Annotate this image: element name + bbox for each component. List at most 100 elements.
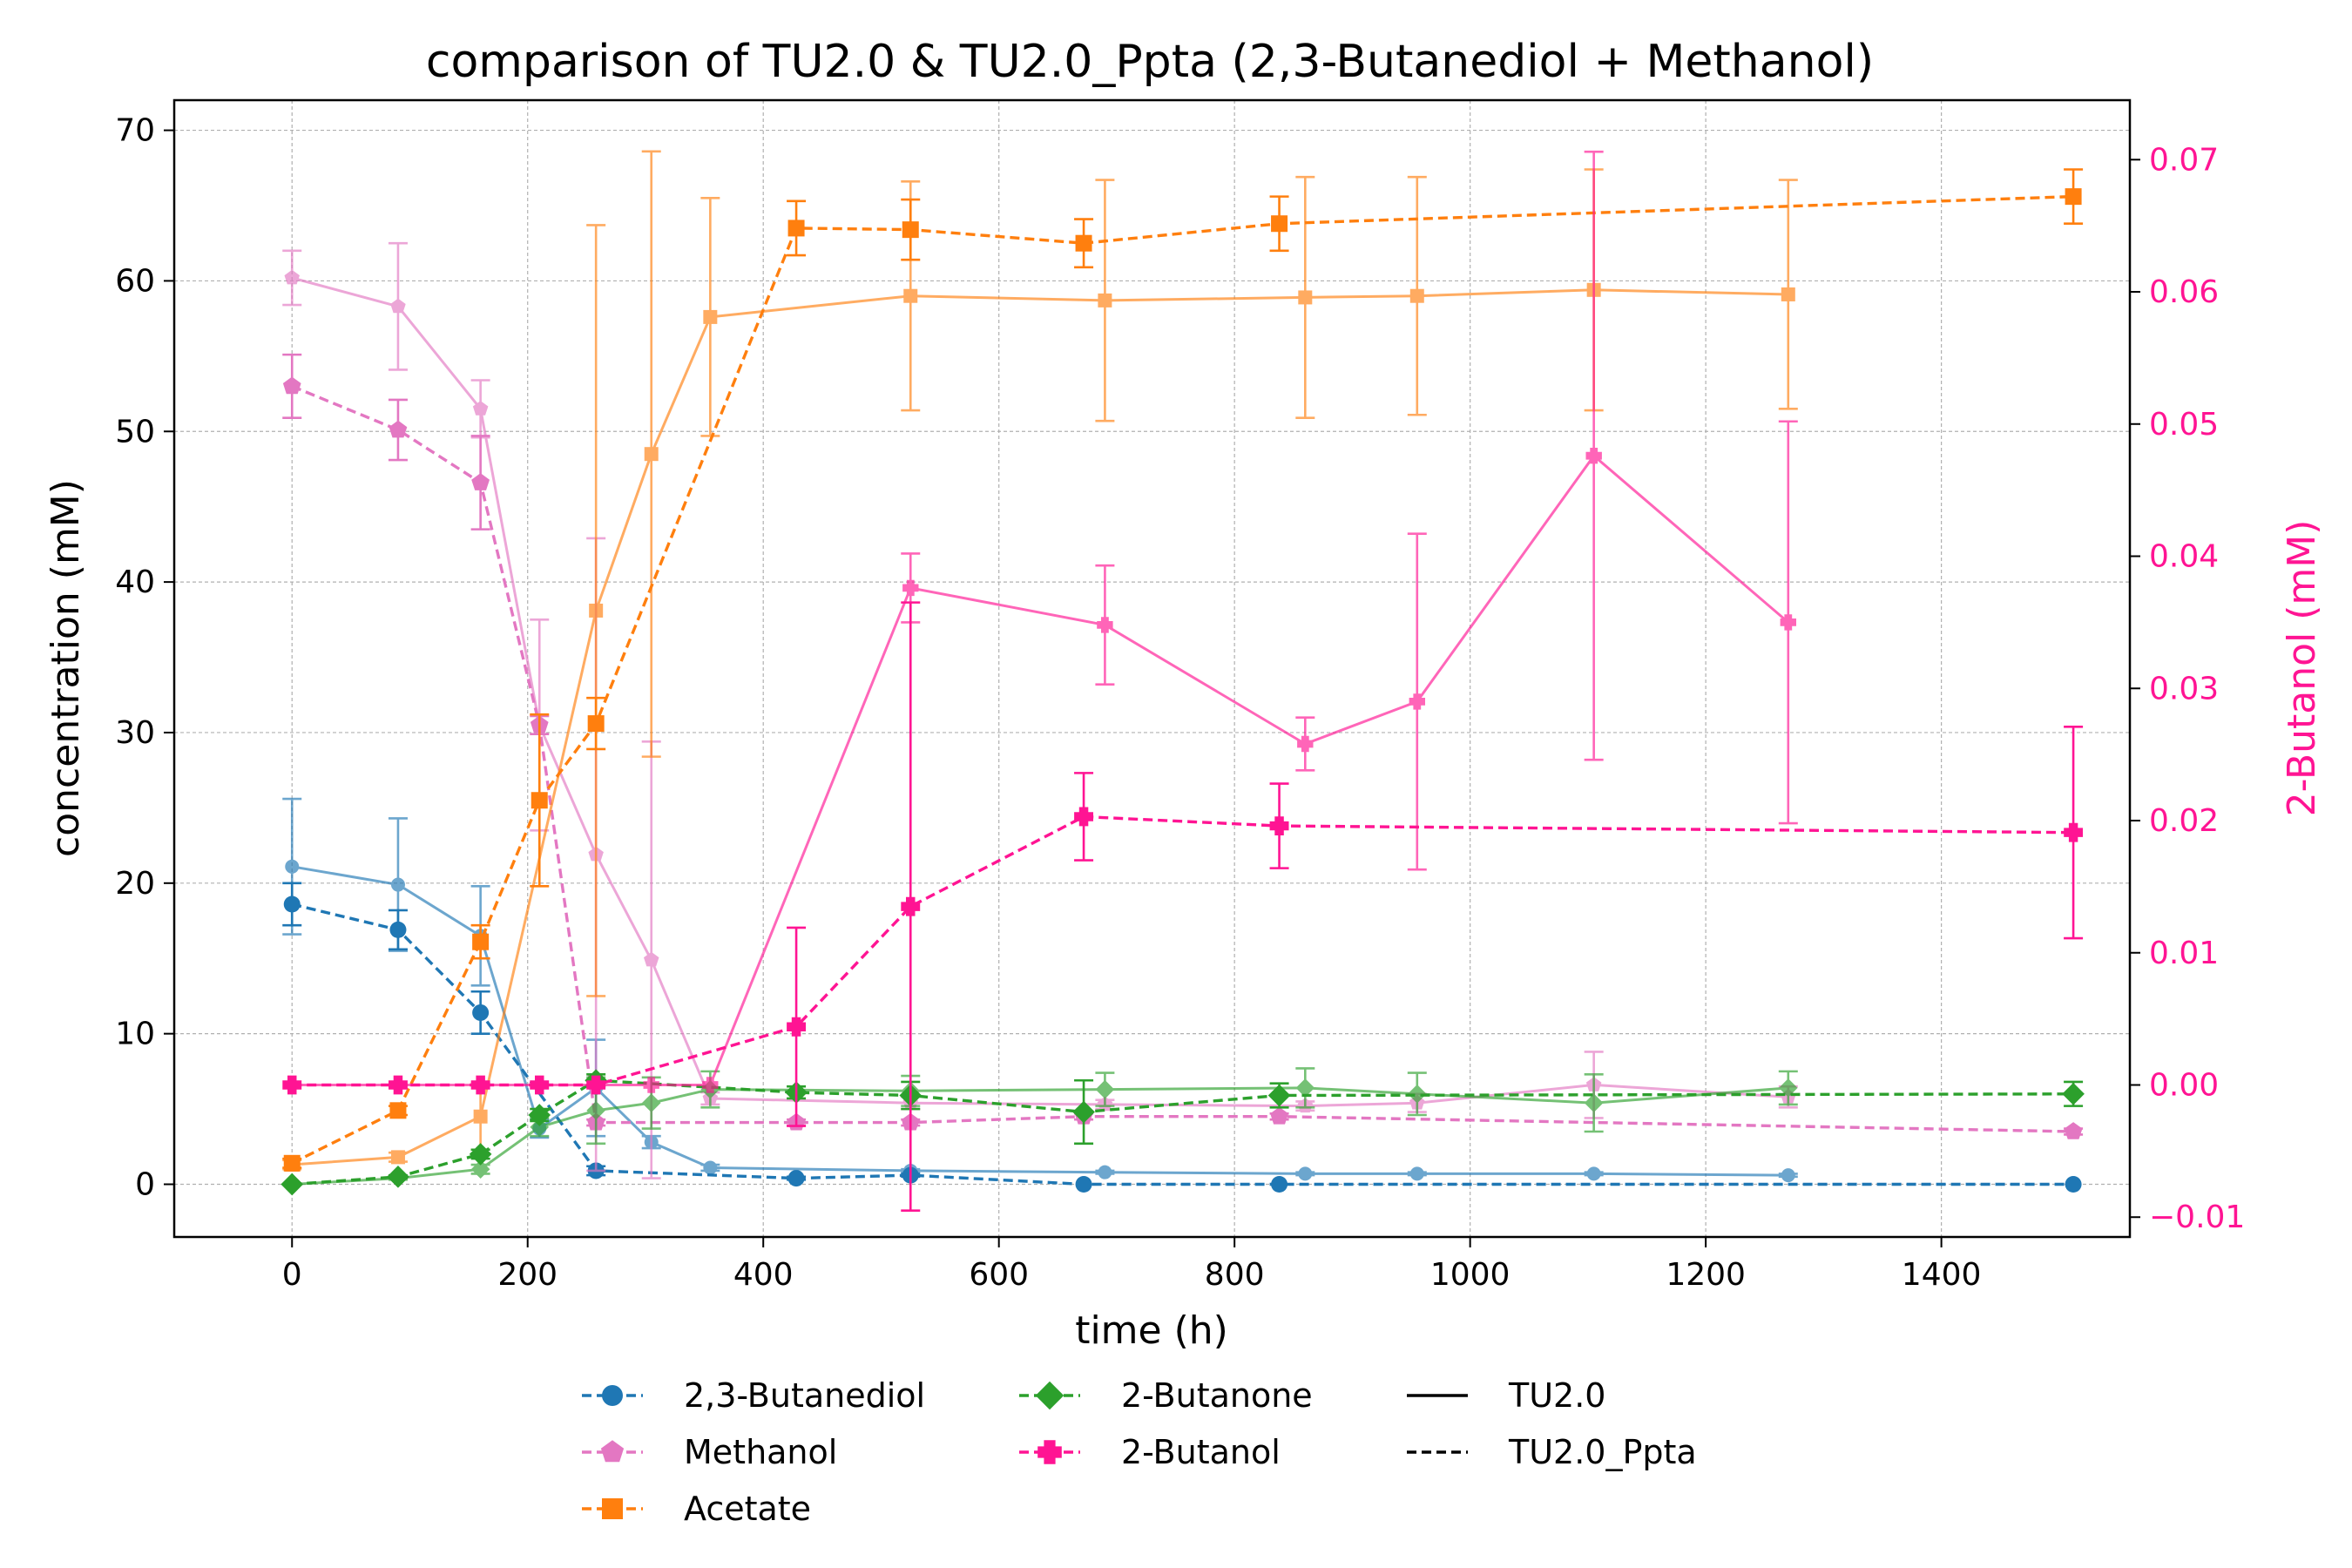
- y-axis-title: concentration (mM): [44, 479, 88, 857]
- data-point: [1584, 1093, 1604, 1112]
- legend-marker: [1037, 1440, 1062, 1464]
- series-2-butanol-tu20-ppta: [282, 601, 2084, 1212]
- x-tick-label: 1200: [1666, 1257, 1746, 1293]
- data-point: [285, 859, 300, 874]
- data-point: [1779, 1078, 1798, 1098]
- data-point: [2064, 822, 2083, 842]
- y-axis-title-right: 2-Butanol (mM): [2280, 520, 2324, 817]
- x-tick-label: 800: [1205, 1257, 1265, 1293]
- legend-marker: [602, 1385, 623, 1406]
- data-point: [472, 1004, 490, 1021]
- data-point: [1781, 287, 1795, 301]
- data-point: [2064, 1122, 2083, 1139]
- data-point: [472, 401, 489, 416]
- data-point: [1586, 1166, 1601, 1181]
- data-point: [2065, 188, 2082, 206]
- y-right-tick-label: 0.01: [2149, 936, 2219, 971]
- legend-marker: [602, 1498, 623, 1519]
- data-point: [587, 715, 605, 733]
- data-point: [1074, 807, 1093, 827]
- legend-item: 2-Butanone: [1019, 1376, 1313, 1415]
- y-tick-label: 40: [115, 564, 155, 600]
- data-point: [390, 1150, 405, 1165]
- data-point: [387, 1166, 409, 1188]
- data-point: [282, 1075, 302, 1095]
- data-point: [1098, 293, 1112, 308]
- y-right-tick-label: 0.06: [2149, 274, 2219, 310]
- y-tick-label: 10: [115, 1017, 155, 1052]
- data-point: [1298, 290, 1313, 305]
- data-point: [530, 1075, 550, 1095]
- data-point: [643, 1077, 659, 1093]
- data-point: [586, 1101, 605, 1120]
- chart-title: comparison of TU2.0 & TU2.0_Ppta (2,3-Bu…: [426, 36, 1874, 88]
- y-tick-label: 20: [115, 866, 155, 902]
- data-point: [530, 1118, 550, 1137]
- data-point: [703, 1160, 718, 1175]
- data-point: [644, 447, 659, 462]
- data-point: [2062, 1082, 2085, 1105]
- plot-frame: [172, 98, 2132, 1239]
- data-point: [787, 1170, 805, 1187]
- legend-label: 2-Butanol: [1121, 1433, 1281, 1471]
- legend-item: TU2.0: [1407, 1376, 1605, 1415]
- data-point: [1098, 1165, 1112, 1179]
- x-tick-label: 600: [969, 1257, 1029, 1293]
- data-point: [1267, 1084, 1291, 1107]
- legend-label: Methanol: [684, 1433, 837, 1471]
- data-point: [470, 1159, 490, 1179]
- data-point: [389, 921, 407, 938]
- legend-item: Methanol: [582, 1433, 837, 1471]
- data-point: [528, 1104, 551, 1126]
- data-point: [1271, 215, 1288, 233]
- y-right-tick-label: 0.04: [2149, 539, 2219, 575]
- data-point: [644, 951, 659, 967]
- data-point: [1095, 1079, 1115, 1099]
- data-point: [1075, 1176, 1092, 1193]
- y-tick-label: 30: [115, 715, 155, 751]
- data-point: [1407, 1084, 1427, 1104]
- legend-item: Acetate: [582, 1490, 811, 1528]
- y-right-tick-label: 0.02: [2149, 803, 2219, 839]
- data-point: [1409, 693, 1425, 710]
- data-point: [284, 269, 300, 285]
- y-axis-left: 0 10 20 30 40 50 60 70: [115, 113, 174, 1203]
- data-point: [473, 1109, 488, 1124]
- y-axis-right: −0.01 0.00 0.01 0.02 0.03 0.04 0.05 0.06 0.07: [2130, 142, 2245, 1235]
- data-point: [2065, 1176, 2082, 1193]
- series-acetate-tu20-ppta: [282, 168, 2084, 1172]
- data-point: [1097, 617, 1113, 633]
- legend-label: Acetate: [684, 1490, 811, 1528]
- y-right-tick-label: 0.03: [2149, 671, 2219, 706]
- data-point: [1780, 614, 1796, 631]
- legend-marker: [1035, 1381, 1064, 1410]
- data-point: [1409, 288, 1424, 303]
- data-point: [390, 298, 406, 314]
- legend-item: 2-Butanol: [1019, 1433, 1281, 1471]
- data-point: [1271, 1176, 1288, 1193]
- legend-label: 2,3-Butanediol: [684, 1376, 925, 1415]
- data-point: [902, 221, 919, 239]
- data-point: [389, 1102, 407, 1119]
- data-point: [1585, 448, 1602, 464]
- data-point: [787, 1017, 806, 1037]
- data-point: [531, 792, 548, 809]
- data-point: [469, 1143, 492, 1166]
- data-point: [1297, 735, 1314, 753]
- y-tick-label: 60: [115, 263, 155, 299]
- data-point: [1295, 1078, 1315, 1098]
- data-point: [641, 1093, 661, 1112]
- data-point: [787, 220, 805, 237]
- data-point: [1075, 234, 1092, 252]
- y-right-tick-label: 0.05: [2149, 407, 2219, 443]
- series-line: [292, 1078, 2074, 1186]
- y-right-tick-label: 0.07: [2149, 142, 2219, 178]
- data-point: [586, 1075, 606, 1095]
- data-point: [1072, 1100, 1095, 1124]
- legend-label: TU2.0: [1508, 1376, 1605, 1415]
- grid-lines: [174, 100, 2130, 1237]
- data-point: [589, 603, 604, 618]
- data-point: [1270, 1106, 1288, 1125]
- legend-label: 2-Butanone: [1121, 1376, 1313, 1415]
